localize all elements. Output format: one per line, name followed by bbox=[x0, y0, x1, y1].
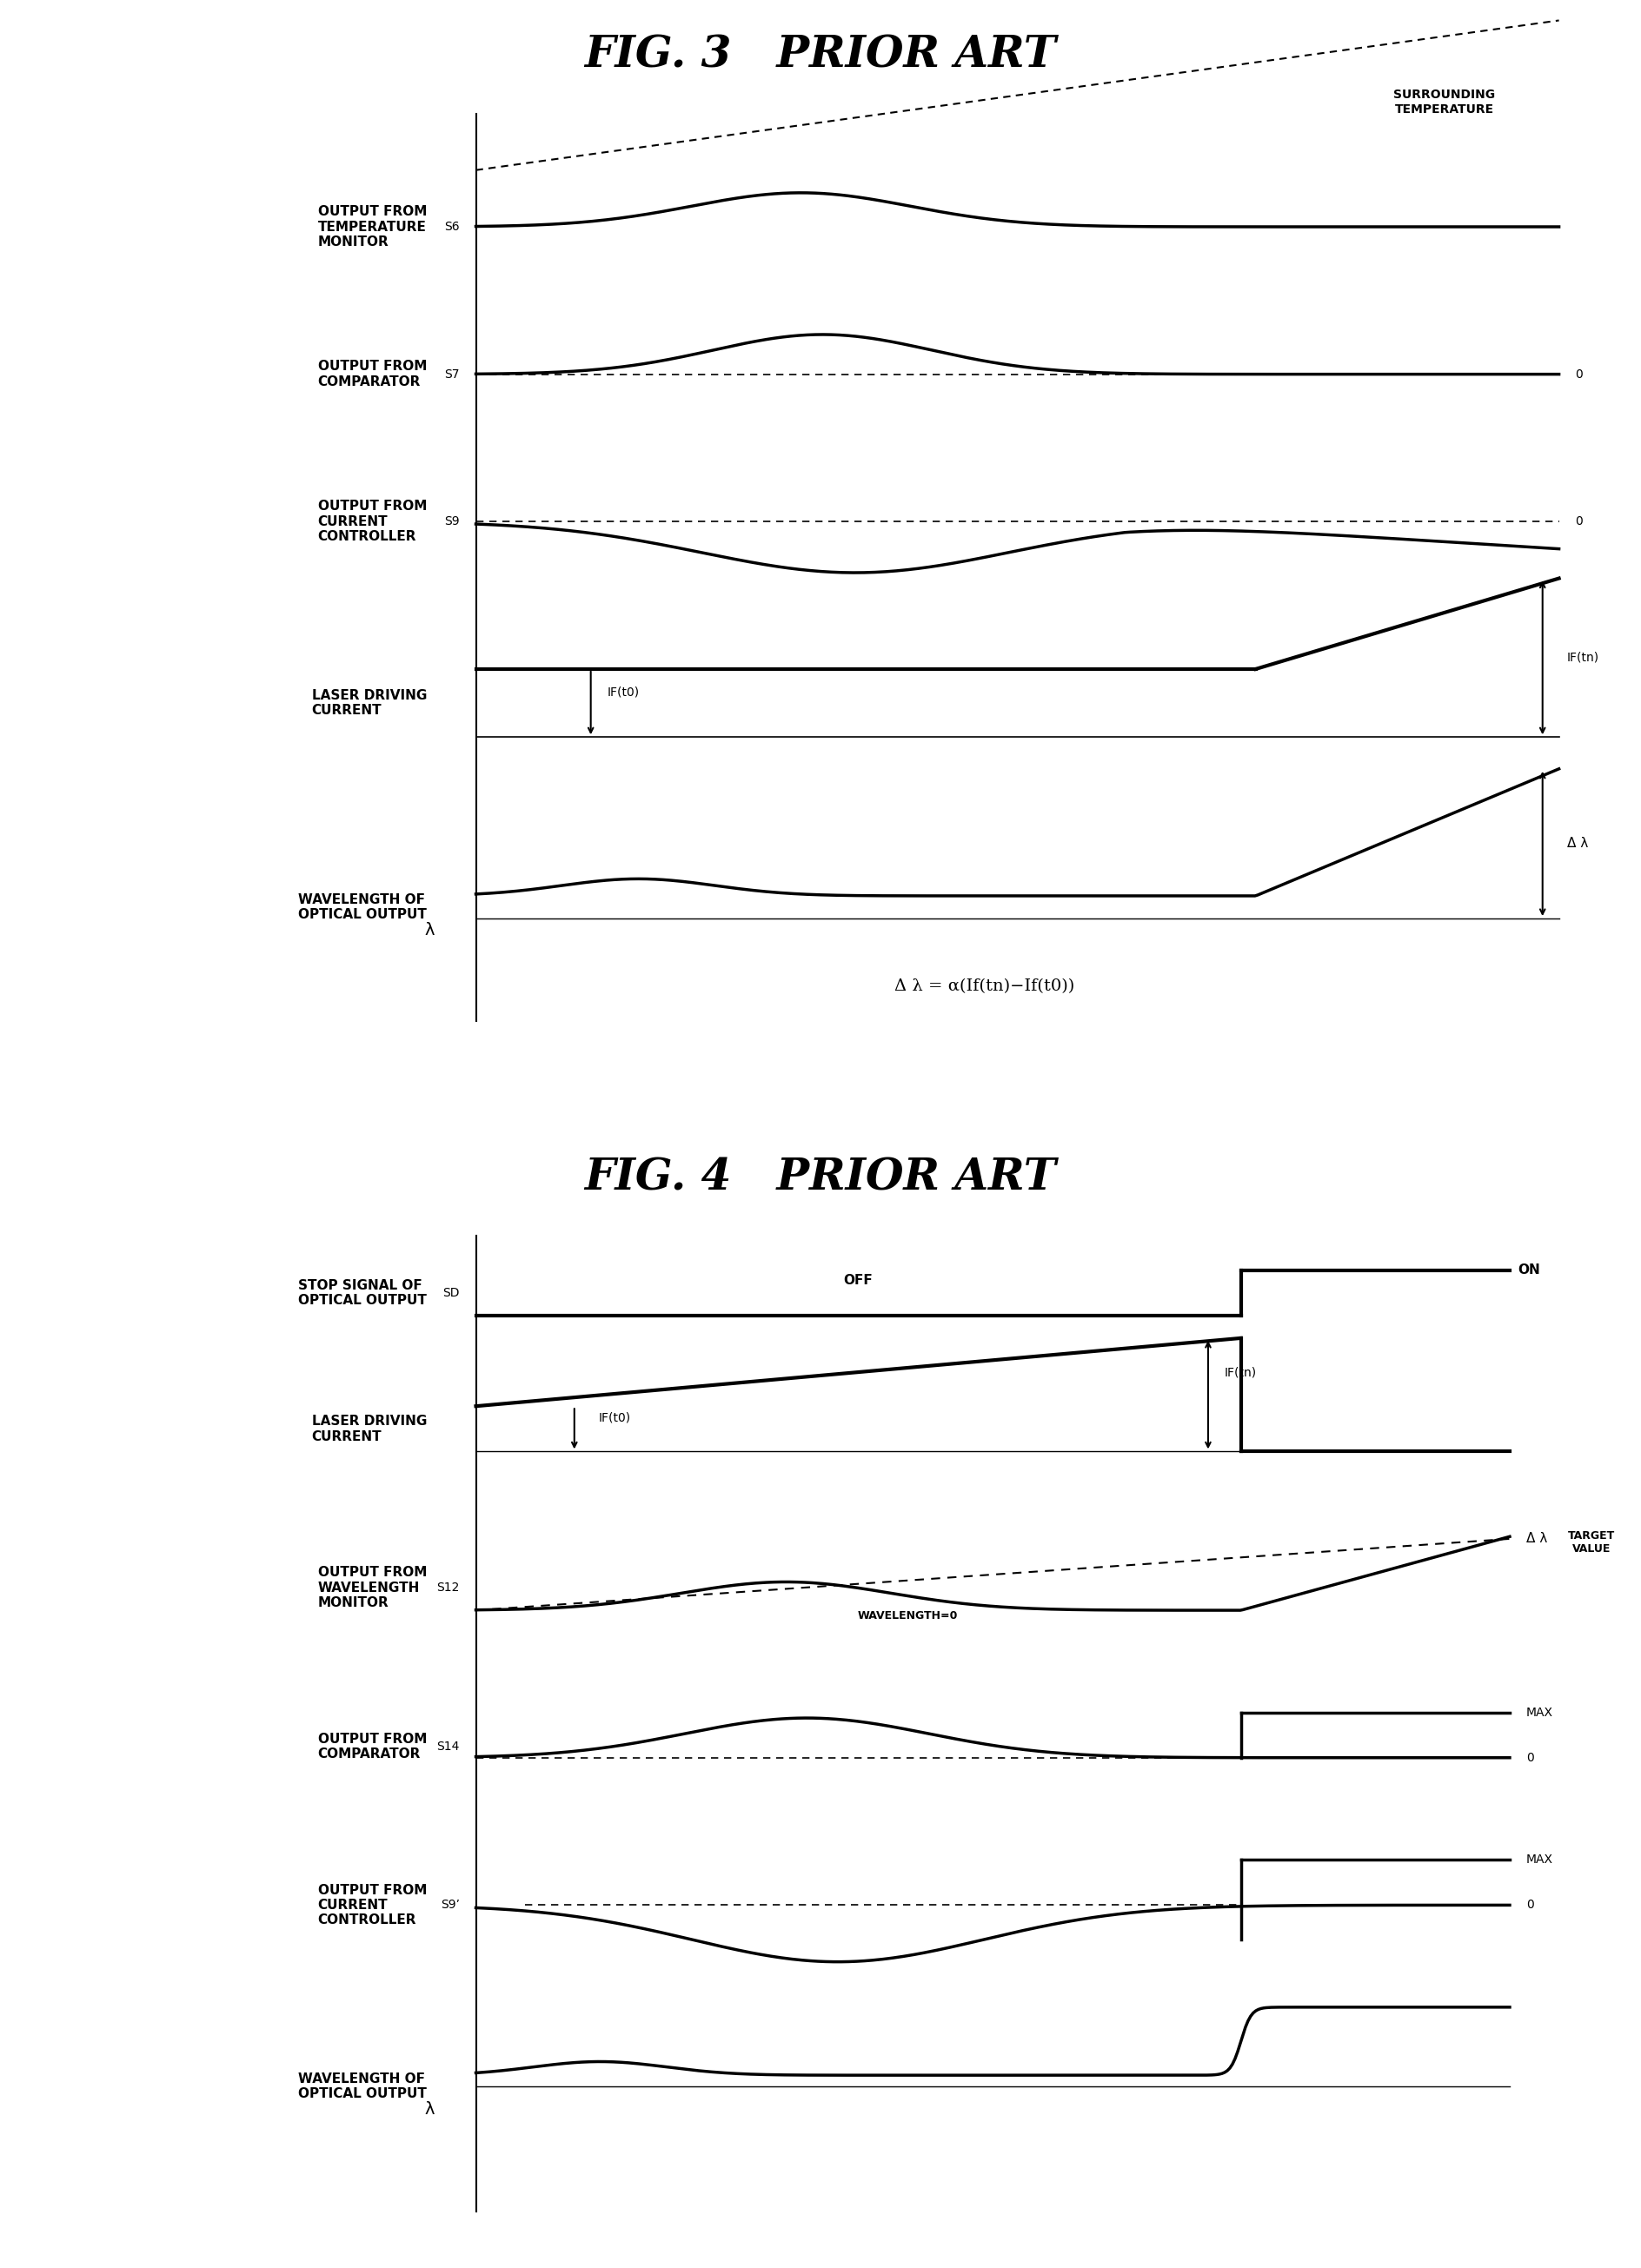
Text: LASER DRIVING
CURRENT: LASER DRIVING CURRENT bbox=[312, 1415, 427, 1442]
Text: OUTPUT FROM
CURRENT
CONTROLLER: OUTPUT FROM CURRENT CONTROLLER bbox=[318, 499, 427, 544]
Text: OUTPUT FROM
CURRENT
CONTROLLER: OUTPUT FROM CURRENT CONTROLLER bbox=[318, 1882, 427, 1928]
Text: STOP SIGNAL OF
OPTICAL OUTPUT: STOP SIGNAL OF OPTICAL OUTPUT bbox=[299, 1279, 427, 1306]
Text: 0: 0 bbox=[1526, 1898, 1534, 1912]
Text: IF(tn): IF(tn) bbox=[1567, 651, 1600, 665]
Text: WAVELENGTH OF
OPTICAL OUTPUT: WAVELENGTH OF OPTICAL OUTPUT bbox=[299, 894, 427, 921]
Text: S12: S12 bbox=[437, 1581, 459, 1594]
Text: ON: ON bbox=[1518, 1263, 1541, 1277]
Text: λ: λ bbox=[425, 2100, 435, 2118]
Text: 0: 0 bbox=[1526, 1751, 1534, 1765]
Text: SD: SD bbox=[443, 1286, 459, 1300]
Text: IF(t0): IF(t0) bbox=[599, 1411, 632, 1424]
Text: MAX: MAX bbox=[1526, 1706, 1552, 1719]
Text: S6: S6 bbox=[445, 220, 459, 234]
Text: S9: S9 bbox=[445, 515, 459, 528]
Text: WAVELENGTH OF
OPTICAL OUTPUT: WAVELENGTH OF OPTICAL OUTPUT bbox=[299, 2073, 427, 2100]
Text: λ: λ bbox=[425, 921, 435, 939]
Text: OUTPUT FROM
TEMPERATURE
MONITOR: OUTPUT FROM TEMPERATURE MONITOR bbox=[318, 204, 427, 249]
Text: MAX: MAX bbox=[1526, 1853, 1552, 1867]
Text: IF(t0): IF(t0) bbox=[607, 685, 640, 699]
Text: S9’: S9’ bbox=[440, 1898, 459, 1912]
Text: OUTPUT FROM
WAVELENGTH
MONITOR: OUTPUT FROM WAVELENGTH MONITOR bbox=[318, 1565, 427, 1610]
Text: Δ λ = α(If(tn)−If(t0)): Δ λ = α(If(tn)−If(t0)) bbox=[894, 980, 1075, 993]
Text: 0: 0 bbox=[1575, 515, 1584, 528]
Text: FIG. 3   PRIOR ART: FIG. 3 PRIOR ART bbox=[584, 34, 1057, 77]
Text: TARGET
VALUE: TARGET VALUE bbox=[1569, 1531, 1615, 1554]
Text: 0: 0 bbox=[1575, 367, 1584, 381]
Text: SURROUNDING
TEMPERATURE: SURROUNDING TEMPERATURE bbox=[1393, 88, 1495, 116]
Text: OUTPUT FROM
COMPARATOR: OUTPUT FROM COMPARATOR bbox=[318, 361, 427, 388]
Text: OFF: OFF bbox=[843, 1275, 873, 1286]
Text: IF(tn): IF(tn) bbox=[1224, 1365, 1257, 1379]
Text: Δ λ: Δ λ bbox=[1526, 1533, 1547, 1545]
Text: LASER DRIVING
CURRENT: LASER DRIVING CURRENT bbox=[312, 689, 427, 717]
Text: S14: S14 bbox=[437, 1740, 459, 1753]
Text: OUTPUT FROM
COMPARATOR: OUTPUT FROM COMPARATOR bbox=[318, 1733, 427, 1760]
Text: Δ λ: Δ λ bbox=[1567, 837, 1588, 850]
Text: WAVELENGTH=0: WAVELENGTH=0 bbox=[858, 1610, 958, 1622]
Text: S7: S7 bbox=[445, 367, 459, 381]
Text: FIG. 4   PRIOR ART: FIG. 4 PRIOR ART bbox=[584, 1157, 1057, 1200]
